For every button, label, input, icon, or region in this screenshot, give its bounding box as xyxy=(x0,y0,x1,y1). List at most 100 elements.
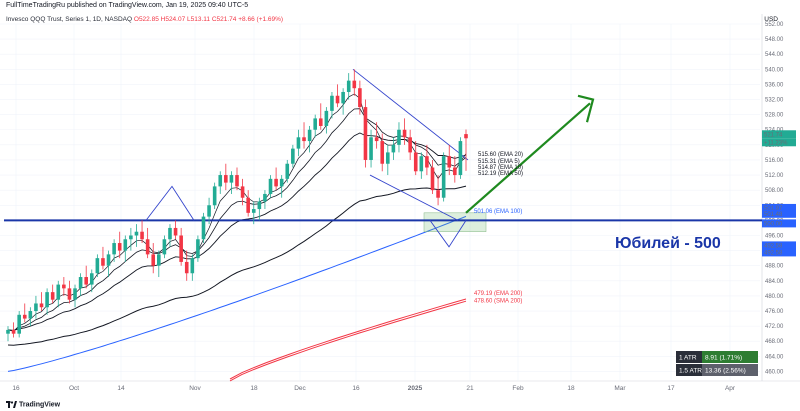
candle-body xyxy=(302,137,306,142)
candle-body xyxy=(447,156,452,168)
price-tick-label: 468.00 xyxy=(765,339,784,345)
label-ema-200: 479.19 (EMA 200) xyxy=(474,291,522,297)
price-axis[interactable]: 460.00 464.00 468.00 472.00 476.00 480.00 484.… xyxy=(762,22,796,375)
forecast-arrow xyxy=(465,102,591,214)
time-tick-label: 14 xyxy=(117,385,125,392)
candle-body xyxy=(291,148,295,164)
candle-body xyxy=(117,243,122,251)
ema-200-line xyxy=(229,298,467,380)
candle-body xyxy=(263,193,267,202)
candle-body xyxy=(246,197,250,213)
triangle-left xyxy=(145,185,195,221)
atr-label: 1 ATR xyxy=(679,355,697,362)
candle-body xyxy=(78,277,83,289)
candle-body xyxy=(106,254,111,266)
price-tick-label: 484.00 xyxy=(765,279,784,285)
candle-body xyxy=(330,95,334,111)
publisher-line: FullTimeTradingRu published on TradingVi… xyxy=(6,2,249,9)
candle-body xyxy=(346,80,351,92)
price-label-bg xyxy=(762,241,796,250)
price-label-bg xyxy=(762,248,796,257)
atr-label-cell xyxy=(676,351,702,363)
candle-body xyxy=(425,156,429,168)
candle-body xyxy=(313,118,317,130)
time-tick-label: 16 xyxy=(12,385,20,392)
candle-body xyxy=(112,243,116,255)
candle-body xyxy=(34,303,38,312)
candle-body xyxy=(391,144,396,153)
time-tick-label: Oct xyxy=(69,385,79,392)
candle-body xyxy=(285,163,290,179)
candle-body xyxy=(157,254,161,266)
candle-body xyxy=(386,152,390,164)
candle-body xyxy=(162,239,167,255)
candle-body xyxy=(358,88,362,108)
moving-average-lines xyxy=(7,93,467,382)
candle-body xyxy=(419,156,424,172)
label-ema-5: 515.31 (EMA 5) xyxy=(478,159,520,165)
grid xyxy=(0,14,800,382)
candle-body xyxy=(324,110,329,126)
atr-value: 8.91 (1.71%) xyxy=(705,355,742,362)
candle-body xyxy=(212,186,217,206)
price-tick-label: 516.00 xyxy=(765,158,784,164)
ema-50-line xyxy=(7,185,467,346)
time-tick-label: 2025 xyxy=(408,385,423,392)
price-tick-label: 472.00 xyxy=(765,324,784,330)
price-label-sub: +11.23% xyxy=(764,140,788,146)
price-tick-label: 508.00 xyxy=(765,188,784,194)
change-value: +8.66 (+1.69%) xyxy=(238,16,284,23)
time-axis[interactable]: 16 Oct 14 Nov 18 Dec 16 2025 21 Feb 18 Mar 17 Apr xyxy=(12,385,736,392)
candle-body xyxy=(352,80,357,89)
candle-body xyxy=(179,235,183,262)
symbol-line: Invesco QQQ Trust, Series 1, 1D, NASDAQ … xyxy=(6,16,283,23)
atr-table: 1 ATR 8.91 (1.71%)1.5 ATR 13.36 (2.56%) xyxy=(676,351,758,376)
label-ema-100: 501.06 (EMA 100) xyxy=(474,209,522,215)
triangle-right xyxy=(429,220,467,248)
candle-body xyxy=(363,107,368,160)
price-label: 500.00 xyxy=(764,222,783,228)
tradingview-logo-icon xyxy=(6,400,17,408)
candle-body xyxy=(73,288,77,300)
candle-body xyxy=(190,258,195,274)
label-ema-50: 512.19 (EMA 50) xyxy=(478,171,523,177)
price-label-bg xyxy=(762,219,796,228)
time-tick-label: Nov xyxy=(189,385,201,392)
candle-body xyxy=(218,175,223,187)
candle-body xyxy=(341,91,345,104)
price-label-sub-bg xyxy=(762,138,796,147)
candle-body xyxy=(251,209,256,213)
candle-body xyxy=(151,254,156,266)
time-tick-label: 18 xyxy=(250,385,258,392)
candle-body xyxy=(62,284,66,289)
time-tick-label: 17 xyxy=(667,385,675,392)
price-tick-label: 548.00 xyxy=(765,37,784,43)
drawings xyxy=(4,68,762,248)
price-label-bg xyxy=(762,209,796,218)
candle-body xyxy=(17,314,21,334)
symbol-name: Invesco QQQ Trust, Series 1, 1D, NASDAQ xyxy=(6,16,133,23)
price-label: 492.58 xyxy=(764,251,783,257)
time-tick-label: Dec xyxy=(294,385,306,392)
candle-body xyxy=(436,190,440,198)
candle-body xyxy=(397,129,401,145)
price-tick-label: 460.00 xyxy=(765,369,784,375)
candle-body xyxy=(430,167,435,191)
time-tick-label: Mar xyxy=(614,385,626,392)
price-tick-label: 496.00 xyxy=(765,233,784,239)
candle-body xyxy=(45,292,49,308)
channel-lower xyxy=(369,174,459,221)
channel-upper xyxy=(352,68,469,161)
candle-body xyxy=(408,137,412,153)
tradingview-logo: TradingView xyxy=(6,400,60,408)
price-tick-label: 540.00 xyxy=(765,67,784,73)
candle-body xyxy=(101,258,105,266)
label-sma-200: 478.60 (SMA 200) xyxy=(474,298,522,304)
price-label: 521.74 xyxy=(764,132,783,138)
candle-body xyxy=(402,129,407,138)
forecast-arrow-head xyxy=(577,94,595,123)
candle-body xyxy=(296,137,301,149)
ema-10-line xyxy=(7,108,467,332)
candle-body xyxy=(134,231,139,236)
